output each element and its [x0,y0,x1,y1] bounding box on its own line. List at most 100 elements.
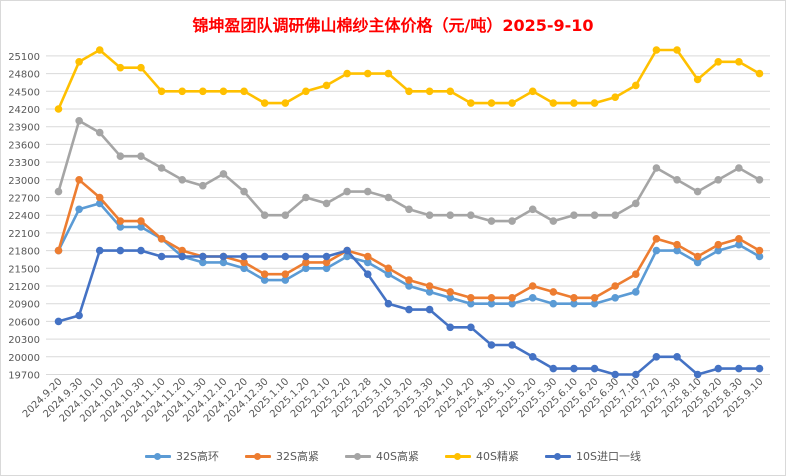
data-point [693,252,702,261]
data-point [116,152,125,160]
data-point [528,294,537,302]
data-point [755,69,764,78]
y-tick-label: 19700 [8,371,40,382]
data-point [590,211,599,219]
data-point [508,217,516,225]
data-point [384,69,393,78]
data-point [611,294,619,302]
y-tick-label: 20600 [8,317,40,328]
data-point [714,364,723,373]
data-point [528,353,537,361]
data-point [693,370,702,379]
data-point [405,276,413,284]
data-point [714,176,723,184]
data-point [508,341,516,349]
legend-label: 32S高紧 [276,450,319,463]
series-lines [54,46,764,379]
data-point [549,217,558,225]
data-point [343,246,351,255]
data-point [322,252,331,261]
series-4 [54,246,764,379]
data-point [199,87,207,96]
data-point [405,305,413,314]
data-point [157,235,166,243]
legend-swatch [544,451,571,461]
data-point [384,193,393,202]
data-point [302,193,310,202]
data-point [95,46,104,54]
data-point [652,46,661,54]
data-point [116,63,125,72]
data-point [631,270,640,279]
data-point [260,99,269,107]
data-point [570,364,578,373]
data-point [590,99,599,107]
y-axis-ticks: 19700 20000 20300 20600 20900 21200 21500 21800… [8,52,40,382]
data-point [199,181,207,190]
legend-item: 40S高紧 [345,448,419,464]
legend-item: 40S精紧 [444,448,519,464]
series-line [57,48,761,111]
data-point [446,87,455,96]
data-point [714,58,723,66]
legend-swatch [245,451,272,461]
data-point [219,252,228,261]
data-point [673,176,681,184]
data-point [95,128,104,137]
legend-item: 32S高紧 [245,448,319,464]
data-point [467,99,475,107]
data-point [281,99,290,107]
y-tick-label: 21800 [8,247,40,258]
legend-label: 40S精紧 [475,450,519,463]
data-point [116,217,125,225]
data-point [590,294,599,302]
data-point [487,217,496,225]
data-point [95,193,104,202]
data-point [425,282,434,290]
data-point [322,199,331,208]
data-point [735,58,743,66]
gridlines [46,55,770,375]
data-point [54,246,63,255]
data-point [157,252,166,261]
y-tick-label: 20300 [8,335,40,346]
data-point [611,211,619,219]
legend-swatch [145,451,172,461]
data-point [570,211,578,219]
data-point [343,187,351,196]
data-point [137,152,145,160]
data-point [281,252,290,261]
legend-swatch [444,451,471,461]
x-axis-ticks: 2024.9.202024.9.302024.10.102024.10.2020… [21,376,766,424]
data-point [714,240,723,249]
y-tick-label: 22700 [8,194,40,205]
data-point [219,170,228,178]
data-point [508,99,516,107]
data-point [260,211,269,219]
data-point [673,240,681,249]
data-point [137,246,145,255]
y-tick-label: 23300 [8,158,40,169]
data-point [281,211,290,219]
legend-item: 32S高环 [145,448,219,464]
data-point [590,364,599,373]
data-point [157,164,166,172]
data-point [755,364,764,373]
data-point [75,205,83,214]
y-tick-label: 24200 [8,105,40,116]
data-point [755,176,764,184]
data-point [487,294,496,302]
data-point [528,282,537,290]
series-3 [54,46,764,113]
data-point [178,87,187,96]
data-point [673,46,681,54]
y-tick-label: 24500 [8,87,40,98]
data-point [75,117,83,125]
data-point [363,252,372,261]
series-1 [54,176,764,302]
data-point [611,370,619,379]
data-point [528,205,537,214]
data-point [467,211,475,219]
data-point [467,294,475,302]
